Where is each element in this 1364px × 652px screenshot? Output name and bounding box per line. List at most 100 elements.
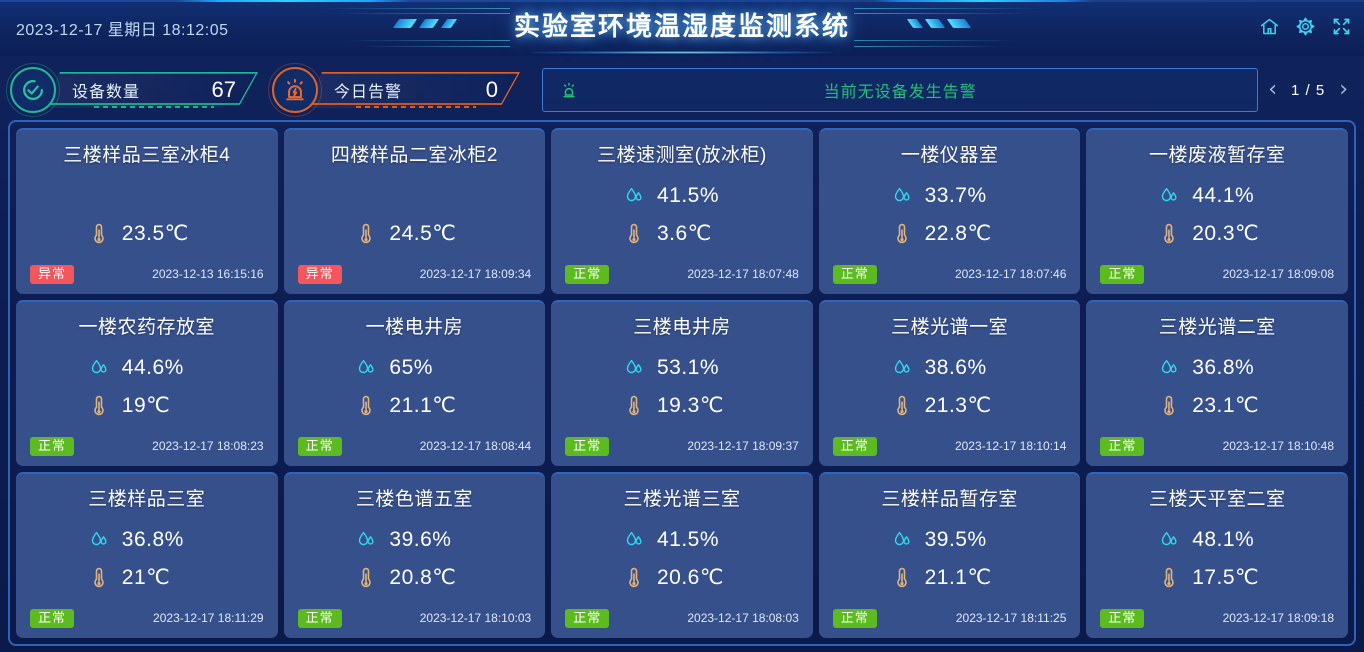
device-readings: 36.8% 23.1℃ <box>1100 339 1334 435</box>
status-badge: 正常 <box>30 436 75 456</box>
device-count-value: 67 <box>211 77 236 102</box>
last-update-time: 2023-12-17 18:08:23 <box>152 439 264 454</box>
device-card[interactable]: 三楼色谱五室 39.6% 20.8℃ 正常 2023-12-17 18:10:03 <box>283 472 546 638</box>
thermometer-icon <box>88 221 110 247</box>
temperature-value: 21℃ <box>121 566 171 590</box>
device-card[interactable]: 一楼废液暂存室 44.1% 20.3℃ 正常 2023-12-17 18:09:08 <box>1086 128 1348 294</box>
temperature-value: 23.1℃ <box>1192 394 1260 418</box>
device-card-footer: 正常 2023-12-17 18:09:18 <box>1100 608 1334 628</box>
status-badge: 正常 <box>1100 436 1145 456</box>
device-card[interactable]: 三楼样品暂存室 39.5% 21.1℃ 正常 2023-12-17 18:11:25 <box>818 472 1081 638</box>
humidity-reading: 44.6% <box>30 355 264 381</box>
device-plate-teeth <box>94 106 214 113</box>
device-card[interactable]: 三楼样品三室 36.8% 21℃ 正常 2023-12-17 18:11:29 <box>16 472 278 638</box>
thermometer-icon <box>891 565 913 591</box>
temperature-reading: 19℃ <box>30 393 264 419</box>
alarm-bell-icon <box>559 79 581 101</box>
temperature-value: 20.6℃ <box>656 566 724 590</box>
thermometer-icon <box>623 393 645 419</box>
device-card-footer: 正常 2023-12-17 18:10:14 <box>832 436 1066 456</box>
humidity-value: 53.1% <box>656 355 720 379</box>
humidity-reading: 44.1% <box>1100 183 1334 209</box>
device-card[interactable]: 三楼光谱一室 38.6% 21.3℃ 正常 2023-12-17 18:10:14 <box>818 300 1081 466</box>
humidity-drop-icon <box>355 527 377 553</box>
humidity-value: 48.1% <box>1192 527 1255 551</box>
status-badge: 正常 <box>565 608 610 628</box>
last-update-time: 2023-12-17 18:09:34 <box>419 267 532 282</box>
today-alarm-value: 0 <box>485 77 498 102</box>
device-card-title: 四楼样品二室冰柜2 <box>330 145 498 166</box>
humidity-reading: 36.8% <box>30 527 264 553</box>
humidity-reading: 39.6% <box>298 527 532 553</box>
device-card-title: 一楼农药存放室 <box>78 317 216 338</box>
temperature-reading: 21.3℃ <box>833 393 1067 419</box>
device-card[interactable]: 一楼农药存放室 44.6% 19℃ 正常 2023-12-17 18:08:23 <box>16 300 278 466</box>
thermometer-icon <box>355 393 377 419</box>
status-badge: 正常 <box>832 436 877 456</box>
humidity-value: 41.5% <box>656 527 720 551</box>
device-readings: 39.5% 21.1℃ <box>833 511 1067 607</box>
device-readings: 65% 21.1℃ <box>298 339 532 435</box>
temperature-value: 21.3℃ <box>924 394 992 418</box>
today-alarm-plate: 今日告警 0 <box>308 72 520 108</box>
device-readings: 53.1% 19.3℃ <box>565 339 799 435</box>
home-icon[interactable] <box>1258 15 1280 37</box>
temperature-reading: 23.1℃ <box>1100 393 1334 419</box>
device-card-footer: 正常 2023-12-17 18:08:23 <box>30 436 264 456</box>
device-card-title: 一楼电井房 <box>365 317 464 338</box>
thermometer-icon <box>891 393 913 419</box>
device-readings: 38.6% 21.3℃ <box>833 339 1067 435</box>
device-card[interactable]: 三楼电井房 53.1% 19.3℃ 正常 2023-12-17 18:09:37 <box>551 300 813 466</box>
status-badge: 异常 <box>297 264 342 284</box>
temperature-reading: 20.6℃ <box>565 565 799 591</box>
humidity-drop-icon <box>1158 183 1180 209</box>
humidity-reading: 36.8% <box>1100 355 1334 381</box>
device-card-footer: 正常 2023-12-17 18:08:03 <box>565 608 799 628</box>
next-page-button[interactable]: › <box>1339 77 1348 102</box>
temperature-reading: 22.8℃ <box>833 221 1067 247</box>
device-card[interactable]: 三楼样品三室冰柜4 23.5℃ 异常 2023-12-13 16:15:16 <box>16 128 278 294</box>
humidity-value: 33.7% <box>924 183 987 207</box>
status-badge: 正常 <box>565 264 610 284</box>
device-card[interactable]: 一楼电井房 65% 21.1℃ 正常 2023-12-17 18:08:44 <box>283 300 546 466</box>
prev-page-button[interactable]: ‹ <box>1268 77 1277 102</box>
gear-icon[interactable] <box>1294 15 1316 37</box>
last-update-time: 2023-12-17 18:09:18 <box>1222 611 1334 626</box>
device-readings: 41.5% 3.6℃ <box>565 167 799 263</box>
device-card-footer: 正常 2023-12-17 18:09:08 <box>1100 264 1334 284</box>
humidity-reading: 48.1% <box>1100 527 1334 553</box>
device-card-title: 三楼速测室(放冰柜) <box>597 145 767 166</box>
device-card-title: 一楼仪器室 <box>900 145 999 166</box>
status-badge: 正常 <box>297 608 342 628</box>
humidity-reading: 38.6% <box>833 355 1067 381</box>
humidity-value: 44.6% <box>121 355 184 379</box>
temperature-reading: 3.6℃ <box>565 221 799 247</box>
device-grid-container: 三楼样品三室冰柜4 23.5℃ 异常 2023-12-13 16:15:16 四楼样品二… <box>8 120 1356 646</box>
thermometer-icon <box>1158 393 1180 419</box>
device-card[interactable]: 三楼天平室二室 48.1% 17.5℃ 正常 2023-12-17 18:09:18 <box>1086 472 1348 638</box>
device-card[interactable]: 三楼速测室(放冰柜) 41.5% 3.6℃ 正常 2023-12-17 18:07:48 <box>551 128 813 294</box>
today-alarm-label: 今日告警 <box>334 84 403 101</box>
device-card[interactable]: 四楼样品二室冰柜2 24.5℃ 异常 2023-12-17 18:09:34 <box>283 128 546 294</box>
device-card-title: 三楼样品三室 <box>88 489 206 510</box>
device-card[interactable]: 三楼光谱三室 41.5% 20.6℃ 正常 2023-12-17 18:08:03 <box>551 472 813 638</box>
device-card[interactable]: 三楼光谱二室 36.8% 23.1℃ 正常 2023-12-17 18:10:48 <box>1086 300 1348 466</box>
temperature-reading: 23.5℃ <box>30 221 264 247</box>
thermometer-icon <box>891 221 913 247</box>
device-card-footer: 正常 2023-12-17 18:11:25 <box>832 608 1066 628</box>
humidity-value: 39.5% <box>924 527 987 551</box>
check-circle-icon <box>6 63 60 117</box>
device-card-title: 三楼电井房 <box>633 317 731 338</box>
status-badge: 正常 <box>1100 608 1145 628</box>
device-card-title: 三楼光谱一室 <box>891 317 1009 338</box>
humidity-drop-icon <box>88 355 110 381</box>
device-readings: 44.1% 20.3℃ <box>1100 167 1334 263</box>
device-card[interactable]: 一楼仪器室 33.7% 22.8℃ 正常 2023-12-17 18:07:46 <box>818 128 1081 294</box>
temperature-value: 21.1℃ <box>924 566 992 590</box>
humidity-drop-icon <box>891 527 913 553</box>
device-readings: 48.1% 17.5℃ <box>1100 511 1334 607</box>
device-card-title: 三楼样品暂存室 <box>881 489 1018 510</box>
fullscreen-icon[interactable] <box>1330 15 1352 37</box>
alarm-plate-teeth <box>356 106 476 113</box>
page-indicator: 1 / 5 <box>1291 81 1326 99</box>
